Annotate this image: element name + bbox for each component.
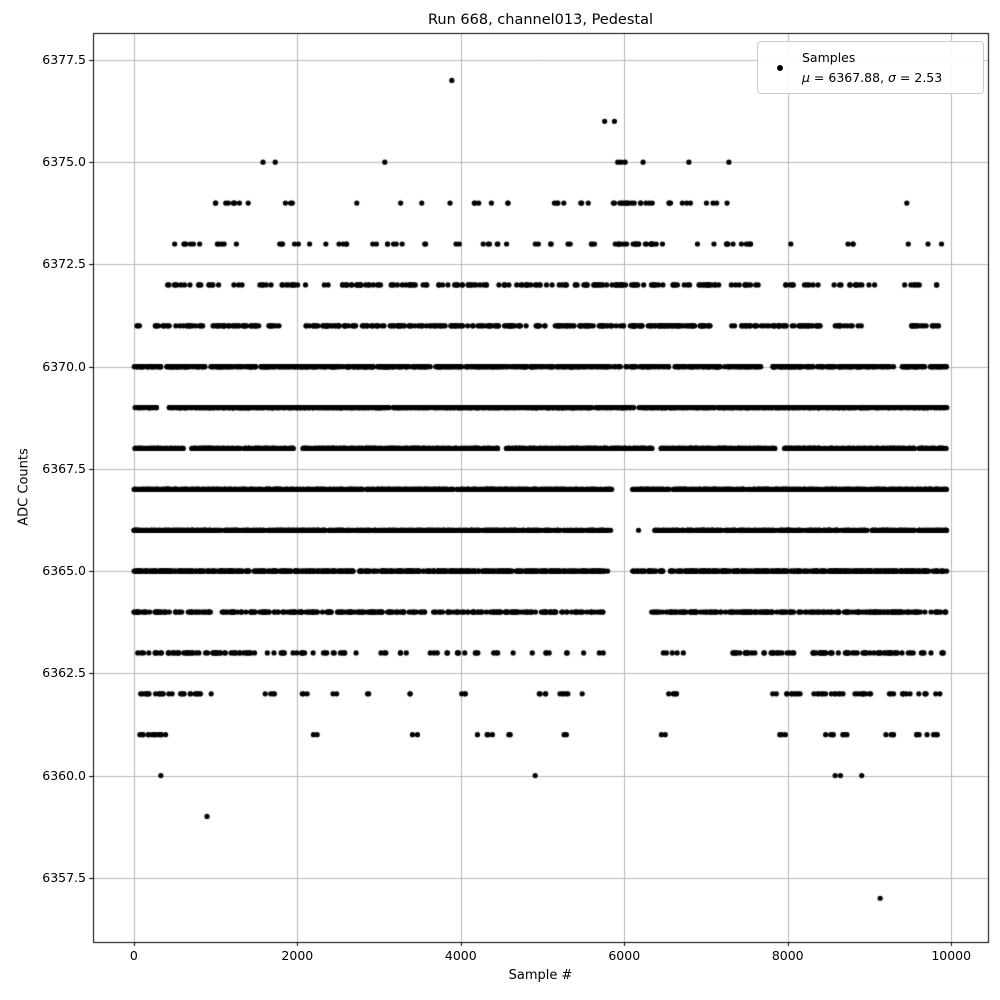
y-tick-label: 6365.0: [42, 563, 86, 579]
plot-title: Run 668, channel013, Pedestal: [427, 12, 653, 28]
y-tick-label: 6357.5: [42, 869, 86, 885]
sigma-value: = 2.53: [895, 69, 943, 85]
y-tick-label: 6367.5: [42, 460, 86, 476]
legend-marker-column: [758, 64, 802, 71]
mu-symbol: μ: [802, 69, 810, 85]
y-tick-label: 6372.5: [42, 256, 86, 272]
x-tick-label: 2000: [281, 948, 314, 963]
x-axis-label: Sample #: [508, 968, 573, 983]
x-tick-label: 8000: [771, 948, 804, 963]
legend: Samples μ = 6367.88, σ = 2.53: [757, 41, 984, 94]
legend-label: Samples: [802, 49, 856, 65]
x-tick-label: 0: [129, 948, 138, 963]
y-tick-label: 6370.0: [42, 358, 86, 374]
y-axis-label: ADC Counts: [16, 448, 32, 526]
y-tick-label: 6360.0: [42, 767, 86, 783]
mu-value: = 6367.88,: [809, 69, 889, 85]
legend-stats: μ = 6367.88, σ = 2.53: [802, 68, 942, 88]
y-tick-label: 6362.5: [42, 665, 86, 681]
y-tick-label: 6377.5: [42, 51, 86, 67]
samples-marker-icon: [777, 64, 783, 71]
x-tick-label: 10000: [931, 948, 972, 963]
legend-text: Samples μ = 6367.88, σ = 2.53: [802, 48, 942, 88]
x-tick-label: 6000: [608, 948, 641, 963]
y-tick-label: 6375.0: [42, 154, 86, 170]
x-tick-label: 4000: [444, 948, 477, 963]
sigma-symbol: σ: [888, 69, 896, 85]
